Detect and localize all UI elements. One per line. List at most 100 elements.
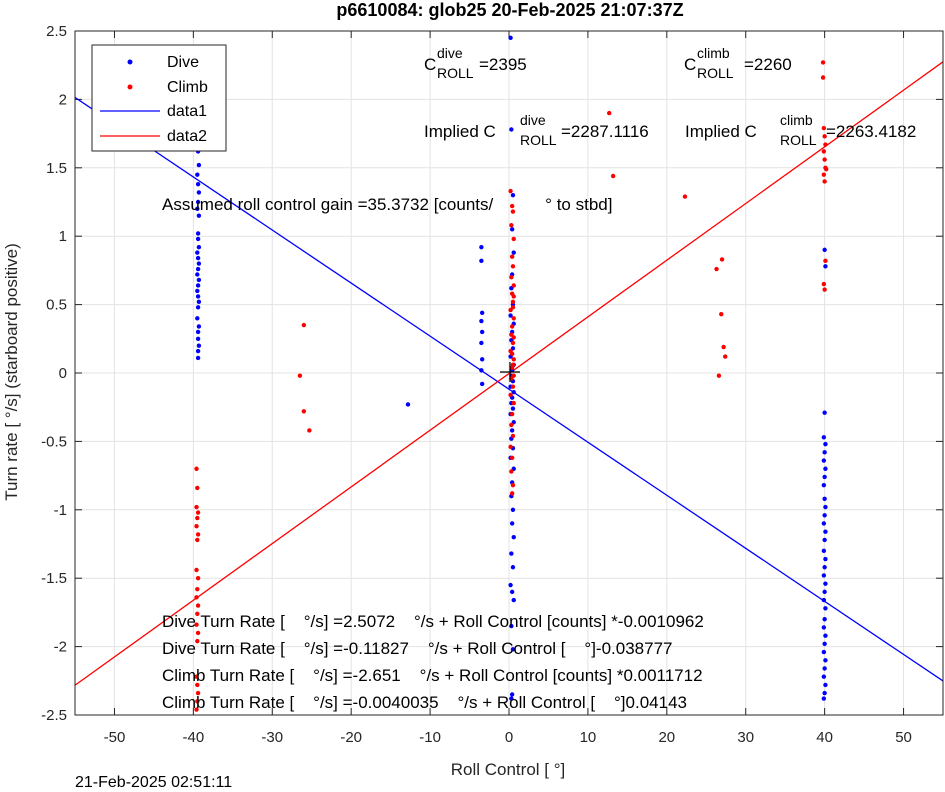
point-climb (194, 466, 199, 471)
point-climb (301, 322, 307, 328)
point-climb (716, 373, 722, 378)
point-dive (822, 247, 827, 253)
point-dive (821, 482, 827, 488)
point-dive (511, 250, 516, 255)
point-dive (509, 551, 514, 556)
point-dive (509, 589, 515, 595)
point-dive (823, 658, 828, 663)
point-dive (196, 299, 202, 305)
point-climb (511, 400, 516, 406)
point-dive (196, 162, 202, 168)
svg-text:=2260: =2260 (744, 55, 792, 74)
point-dive (821, 521, 827, 526)
point-dive (195, 305, 201, 310)
point-climb (195, 510, 201, 515)
point-climb (510, 340, 516, 346)
point-dive (195, 255, 201, 261)
point-dive (510, 192, 516, 198)
point-climb (508, 444, 513, 450)
point-climb (511, 357, 516, 362)
point-dive (479, 258, 484, 264)
point-climb (194, 595, 199, 600)
point-climb (820, 60, 826, 65)
point-climb (510, 384, 516, 389)
point-climb (509, 422, 514, 428)
point-dive (479, 381, 485, 387)
point-dive (511, 597, 516, 603)
point-dive (508, 582, 513, 588)
point-climb (510, 299, 516, 305)
point-climb (719, 257, 725, 262)
point-climb (508, 188, 513, 194)
point-climb (821, 281, 827, 287)
point-climb (823, 258, 828, 264)
point-dive (822, 513, 827, 518)
point-dive (511, 389, 516, 395)
point-dive (196, 244, 202, 250)
point-dive (823, 556, 828, 562)
point-dive (823, 581, 828, 586)
point-climb (714, 266, 719, 272)
point-dive (823, 264, 828, 269)
point-climb (682, 194, 688, 199)
x-tick-label: 20 (658, 729, 675, 746)
point-dive (479, 340, 484, 346)
point-dive (479, 318, 484, 324)
point-climb (195, 515, 200, 521)
point-dive (509, 428, 515, 433)
point-dive (510, 507, 516, 512)
point-dive (511, 534, 516, 540)
point-climb (194, 707, 199, 712)
point-dive (195, 231, 201, 236)
point-dive (195, 272, 200, 277)
chart-title: p6610084: glob25 20-Feb-2025 21:07:37Z (336, 0, 683, 20)
point-dive (822, 474, 827, 480)
point-climb (195, 576, 201, 581)
point-climb (607, 110, 612, 116)
data-points (194, 35, 829, 712)
x-tick-label: -50 (104, 729, 126, 746)
svg-text:Implied C: Implied C (424, 122, 496, 141)
point-climb (511, 236, 516, 242)
svg-text:ROLL: ROLL (780, 132, 817, 148)
point-climb (509, 411, 515, 417)
y-tick-label: 0.5 (46, 297, 67, 314)
point-dive (196, 343, 202, 348)
origin-crosshair (500, 362, 520, 382)
legend-box (91, 44, 227, 152)
point-climb (509, 275, 514, 280)
point-dive (196, 213, 202, 218)
legend-marker-climb (127, 84, 133, 90)
point-dive (195, 199, 201, 205)
point-dive (195, 206, 200, 212)
point-dive (479, 368, 484, 373)
point-climb (509, 351, 515, 357)
point-dive (509, 227, 515, 232)
point-dive (510, 406, 516, 411)
svg-text:Implied C: Implied C (685, 122, 757, 141)
point-climb (195, 630, 201, 636)
svg-text:dive: dive (437, 45, 463, 61)
point-dive (821, 458, 827, 463)
fit-line-data2 (74, 61, 944, 686)
point-climb (510, 264, 516, 269)
climb-fit-counts-annotation: Climb Turn Rate [ °/s] =-2.651 °/s + Rol… (162, 666, 703, 685)
point-climb (195, 638, 200, 644)
point-climb (195, 682, 200, 688)
point-dive (822, 589, 827, 595)
point-climb (511, 335, 516, 340)
point-dive (822, 496, 827, 502)
x-tick-label: -10 (419, 729, 441, 746)
point-climb (822, 134, 827, 139)
y-tick-label: 1.5 (46, 160, 67, 177)
point-dive (821, 674, 827, 679)
point-climb (822, 179, 827, 184)
point-climb (509, 223, 514, 228)
point-dive (509, 692, 515, 697)
legend-label-data1: data1 (167, 103, 207, 120)
point-dive (195, 283, 201, 288)
x-tick-label: 0 (505, 729, 513, 746)
x-tick-label: 50 (895, 729, 912, 746)
grid (75, 30, 943, 716)
point-dive (509, 521, 515, 526)
